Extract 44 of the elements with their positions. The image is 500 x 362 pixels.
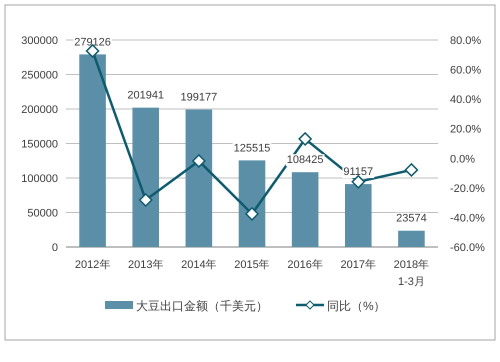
y-tick-label: 50000 <box>27 208 58 220</box>
point <box>245 207 259 221</box>
bar <box>238 160 266 247</box>
data-label: 108425 <box>286 154 324 166</box>
point <box>298 132 312 146</box>
y-tick-label: 0 <box>52 242 58 254</box>
y2-tick-label: 40.0% <box>450 94 482 106</box>
y2-tick-label: 80.0% <box>450 35 482 47</box>
x-tick-label: 2014年 <box>181 259 217 271</box>
data-label: 91157 <box>343 166 374 178</box>
point <box>404 163 418 177</box>
x-tick-label: 2012年 <box>74 259 110 271</box>
data-label: 279126 <box>74 36 111 48</box>
data-label: 125515 <box>234 142 270 154</box>
y-tick-label: 100000 <box>21 173 58 185</box>
point <box>352 175 366 189</box>
y-tick-label: 300000 <box>21 35 58 47</box>
point <box>192 154 206 168</box>
y2-tick-label: 20.0% <box>450 124 482 136</box>
y-tick-label: 200000 <box>21 104 58 116</box>
legend-label: 同比（%） <box>327 299 386 313</box>
legend-label: 大豆出口金额（千美元） <box>136 299 268 313</box>
data-label: 199177 <box>180 92 218 104</box>
y-tick-label: 250000 <box>21 70 58 82</box>
data-label: 23574 <box>396 212 427 225</box>
y2-tick-label: -40.0% <box>450 212 486 224</box>
bar <box>345 184 372 247</box>
y2-tick-label: 60.0% <box>450 64 482 77</box>
bar <box>292 172 318 247</box>
bar <box>132 108 159 247</box>
point <box>138 193 152 207</box>
x-tick-label: 2016年 <box>287 259 323 271</box>
bar <box>79 54 106 247</box>
x-tick-label: 2015年 <box>234 259 270 271</box>
x-tick-label: 2018年 1-3月 <box>394 259 430 288</box>
y2-tick-label: -60.0% <box>450 242 486 254</box>
bar <box>186 110 212 247</box>
x-tick-label: 2013年 <box>128 259 164 271</box>
y2-tick-label: -20.0% <box>450 182 486 195</box>
y-tick-label: 150000 <box>21 138 58 150</box>
x-tick-label: 2017年 <box>340 259 376 271</box>
bar <box>398 230 425 247</box>
data-label: 201941 <box>127 90 164 102</box>
y2-tick-label: 0.0% <box>450 153 476 166</box>
